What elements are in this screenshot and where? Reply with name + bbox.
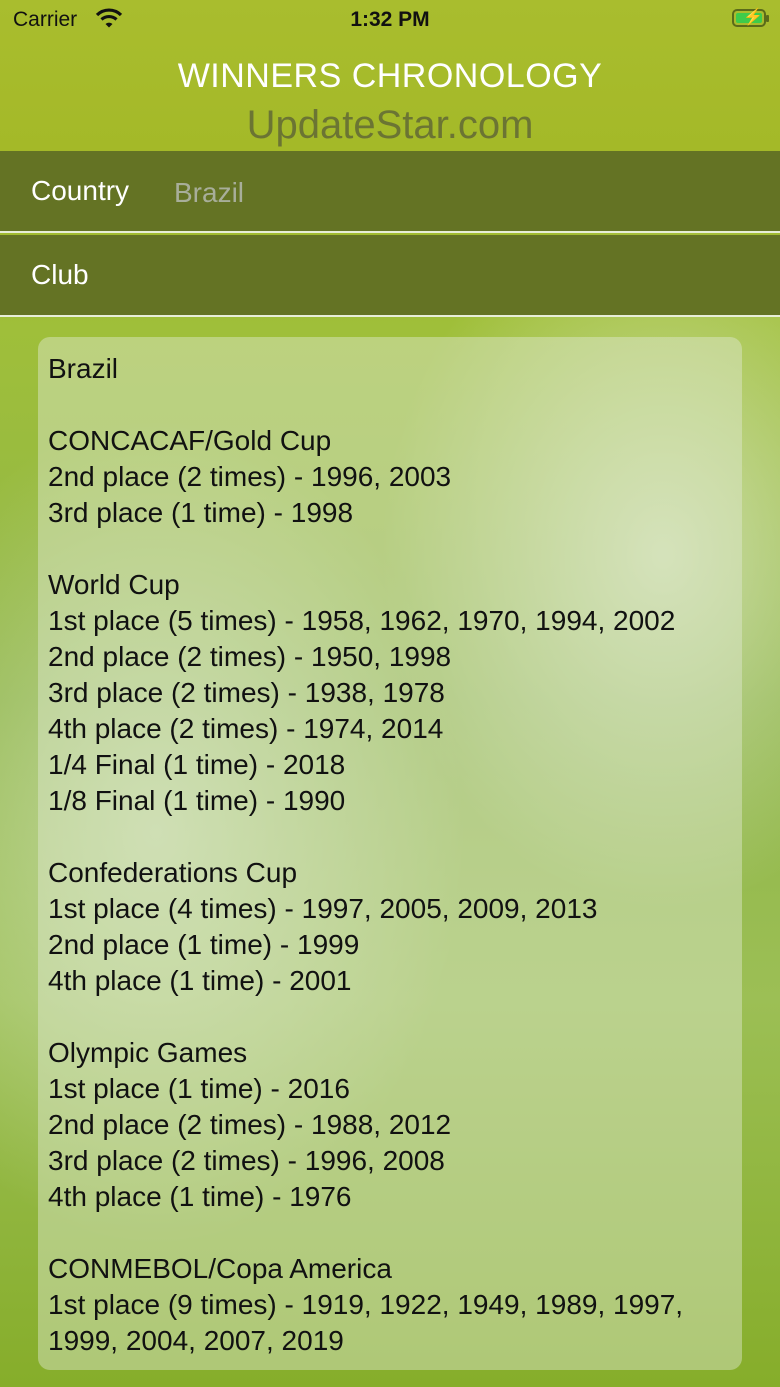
result-line: 1st place (1 time) - 2016 <box>48 1073 350 1104</box>
blank-line <box>48 531 734 567</box>
result-line: 2nd place (2 times) - 1950, 1998 <box>48 641 452 672</box>
result-line: 2nd place (2 times) - 1988, 2012 <box>48 1109 452 1140</box>
battery-charging-icon: ⚡ <box>732 9 769 27</box>
result-line: Olympic Games <box>48 1037 248 1068</box>
blank-line <box>48 819 734 855</box>
result-line: 4th place (2 times) - 1974, 2014 <box>48 713 444 744</box>
result-line: CONMEBOL/Copa America <box>48 1253 392 1284</box>
blank-line <box>48 999 734 1035</box>
country-label: Country <box>31 175 130 206</box>
result-line: 4th place (1 time) - 1976 <box>48 1181 352 1212</box>
blank-line <box>48 387 734 423</box>
result-line: 2nd place (1 time) - 1999 <box>48 929 360 960</box>
page-title: WINNERS CHRONOLOGY <box>177 57 603 95</box>
result-line: 1st place (5 times) - 1958, 1962, 1970, … <box>48 605 676 636</box>
result-line: CONCACAF/Gold Cup <box>48 425 332 456</box>
watermark: UpdateStar.com <box>246 103 534 147</box>
country-selector[interactable]: Country Brazil <box>0 151 780 233</box>
blank-line <box>48 1215 734 1251</box>
result-line: 2nd place (2 times) - 1996, 2003 <box>48 461 452 492</box>
result-line: 3rd place (2 times) - 1996, 2008 <box>48 1145 445 1176</box>
carrier-label: Carrier <box>13 8 78 31</box>
status-bar: Carrier 1:32 PM ⚡ <box>0 0 780 40</box>
result-line: 1/4 Final (1 time) - 2018 <box>48 749 346 780</box>
result-line: 1st place (4 times) - 1997, 2005, 2009, … <box>48 893 598 924</box>
country-value[interactable]: Brazil <box>174 177 245 208</box>
wifi-icon <box>95 7 123 35</box>
club-label: Club <box>31 259 89 290</box>
result-line: Confederations Cup <box>48 857 298 888</box>
result-line: Brazil <box>48 353 119 384</box>
result-line: World Cup <box>48 569 180 600</box>
clock: 1:32 PM <box>350 8 430 31</box>
result-line: 4th place (1 time) - 2001 <box>48 965 352 996</box>
result-line: 1st place (9 times) - 1919, 1922, 1949, … <box>48 1289 691 1356</box>
club-selector[interactable]: Club <box>0 235 780 317</box>
result-line: 1/8 Final (1 time) - 1990 <box>48 785 346 816</box>
result-line: 3rd place (2 times) - 1938, 1978 <box>48 677 445 708</box>
results-text-view[interactable]: Brazil CONCACAF/Gold Cup 2nd place (2 tim… <box>38 337 742 1370</box>
result-line: 3rd place (1 time) - 1998 <box>48 497 354 528</box>
results-text: Brazil CONCACAF/Gold Cup 2nd place (2 tim… <box>48 351 734 1359</box>
